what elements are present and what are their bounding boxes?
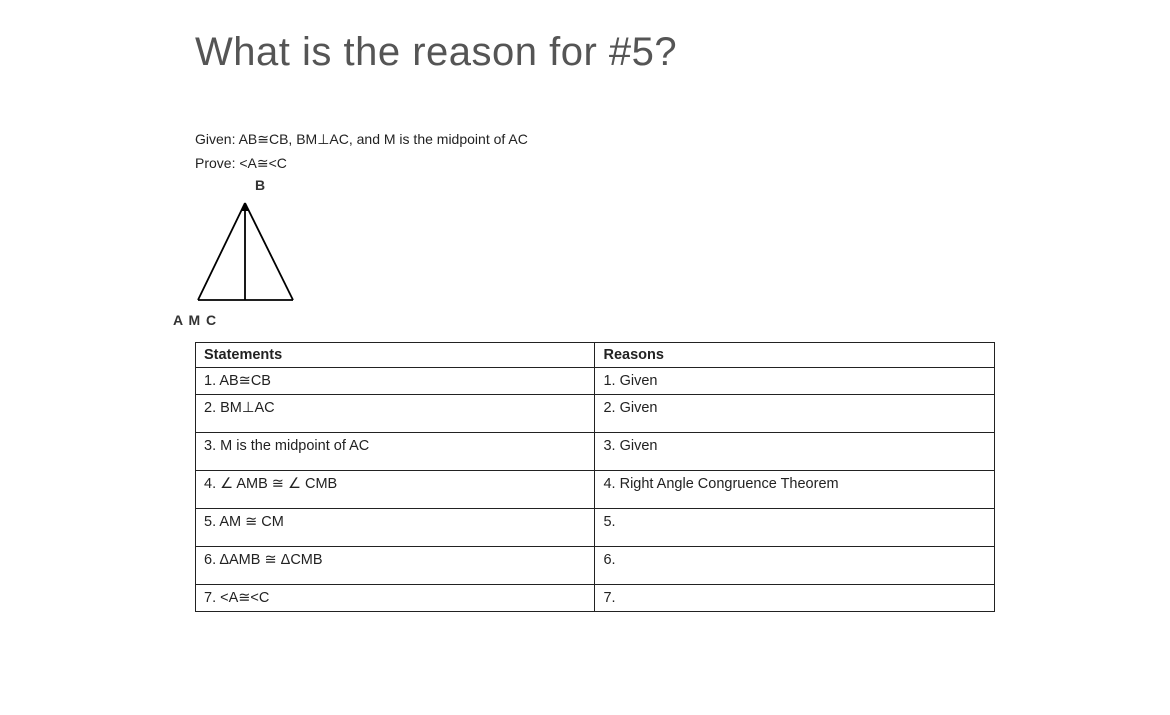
statement-cell: 4. ∠ AMB ≅ ∠ CMB: [196, 471, 595, 509]
given-line: Given: AB≅CB, BM⊥AC, and M is the midpoi…: [195, 130, 1130, 150]
statement-cell: 2. BM⊥AC: [196, 395, 595, 433]
figure-label-top: B: [255, 177, 1130, 193]
table-row: 4. ∠ AMB ≅ ∠ CMB4. Right Angle Congruenc…: [196, 471, 995, 509]
table-row: 7. <A≅<C7.: [196, 585, 995, 612]
statement-cell: 7. <A≅<C: [196, 585, 595, 612]
prove-line: Prove: <A≅<C: [195, 154, 1130, 174]
reason-cell: 7.: [595, 585, 995, 612]
triangle-figure: [173, 195, 1130, 310]
proof-table: Statements Reasons 1. AB≅CB1. Given2. BM…: [195, 342, 995, 612]
statement-cell: 1. AB≅CB: [196, 368, 595, 395]
header-statements: Statements: [196, 343, 595, 368]
reason-cell: 6.: [595, 547, 995, 585]
table-row: 5. AM ≅ CM5.: [196, 509, 995, 547]
table-row: 6. ΔAMB ≅ ΔCMB6.: [196, 547, 995, 585]
reason-cell: 2. Given: [595, 395, 995, 433]
triangle-svg: [173, 195, 313, 305]
reason-cell: 1. Given: [595, 368, 995, 395]
table-row: 3. M is the midpoint of AC3. Given: [196, 433, 995, 471]
statement-cell: 5. AM ≅ CM: [196, 509, 595, 547]
question-title: What is the reason for #5?: [195, 30, 1130, 75]
reason-cell: 5.: [595, 509, 995, 547]
statement-cell: 6. ΔAMB ≅ ΔCMB: [196, 547, 595, 585]
table-row: 1. AB≅CB1. Given: [196, 368, 995, 395]
table-header-row: Statements Reasons: [196, 343, 995, 368]
reason-cell: 3. Given: [595, 433, 995, 471]
table-row: 2. BM⊥AC2. Given: [196, 395, 995, 433]
reason-cell: 4. Right Angle Congruence Theorem: [595, 471, 995, 509]
figure-labels-bottom: A M C: [173, 312, 1130, 328]
header-reasons: Reasons: [595, 343, 995, 368]
statement-cell: 3. M is the midpoint of AC: [196, 433, 595, 471]
